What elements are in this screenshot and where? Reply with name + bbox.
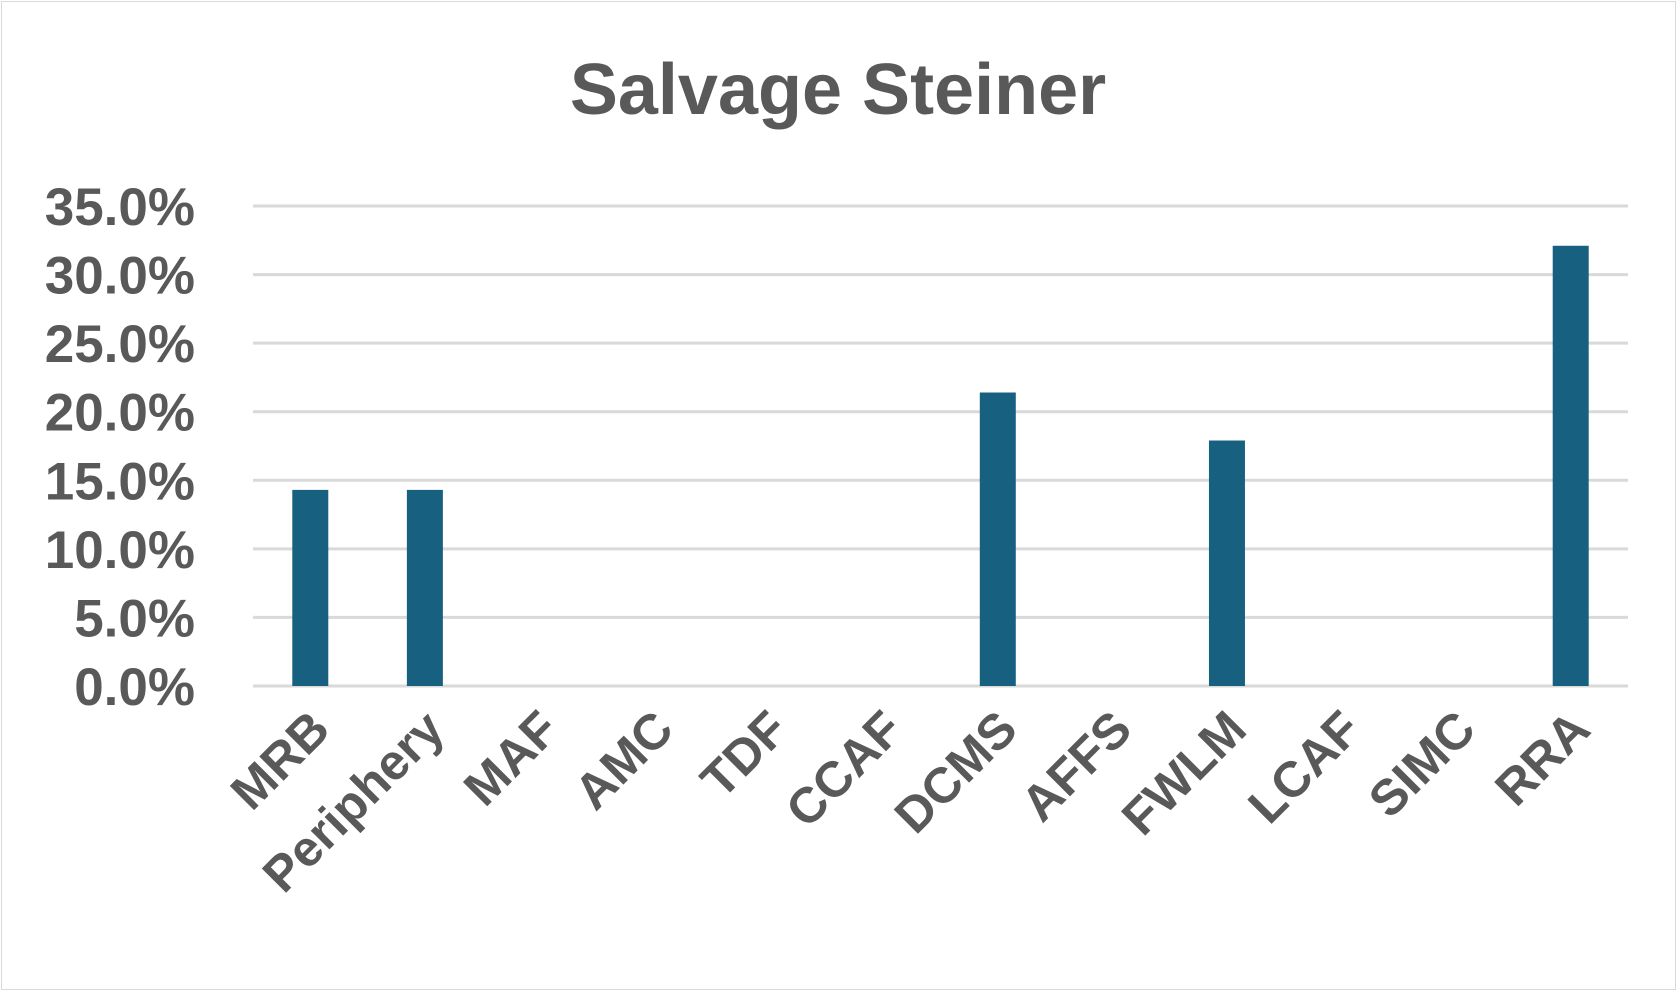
y-tick-label: 20.0%: [45, 384, 195, 443]
y-tick-label: 35.0%: [45, 178, 195, 237]
bars: [292, 245, 1589, 686]
x-category-label: SIMC: [1358, 700, 1486, 828]
bar-fwlm: [1208, 440, 1245, 686]
y-tick-label: 0.0%: [74, 658, 195, 717]
y-tick-label: 5.0%: [74, 589, 195, 648]
bar-periphery: [406, 489, 443, 686]
y-tick-label: 10.0%: [45, 521, 195, 580]
x-category-label: AMC: [564, 700, 684, 820]
x-category-label: FWLM: [1111, 700, 1257, 846]
y-tick-label: 25.0%: [45, 315, 195, 374]
y-axis-ticks: 0.0% 5.0% 10.0% 15.0% 20.0% 25.0% 30.0% 35.0%: [45, 178, 195, 717]
x-category-label: MAF: [453, 700, 569, 816]
chart-title: Salvage Steiner: [570, 50, 1106, 130]
x-category-label: DCMS: [884, 700, 1028, 844]
bar-dcms: [979, 392, 1016, 686]
x-category-label: RRA: [1484, 700, 1600, 816]
y-tick-label: 30.0%: [45, 247, 195, 306]
x-category-label: LCAF: [1237, 700, 1371, 834]
x-category-label: CCAF: [775, 700, 913, 838]
y-tick-label: 15.0%: [45, 452, 195, 511]
bar-mrb: [292, 489, 329, 686]
gridlines: [253, 204, 1628, 688]
bar-rra: [1552, 245, 1589, 686]
